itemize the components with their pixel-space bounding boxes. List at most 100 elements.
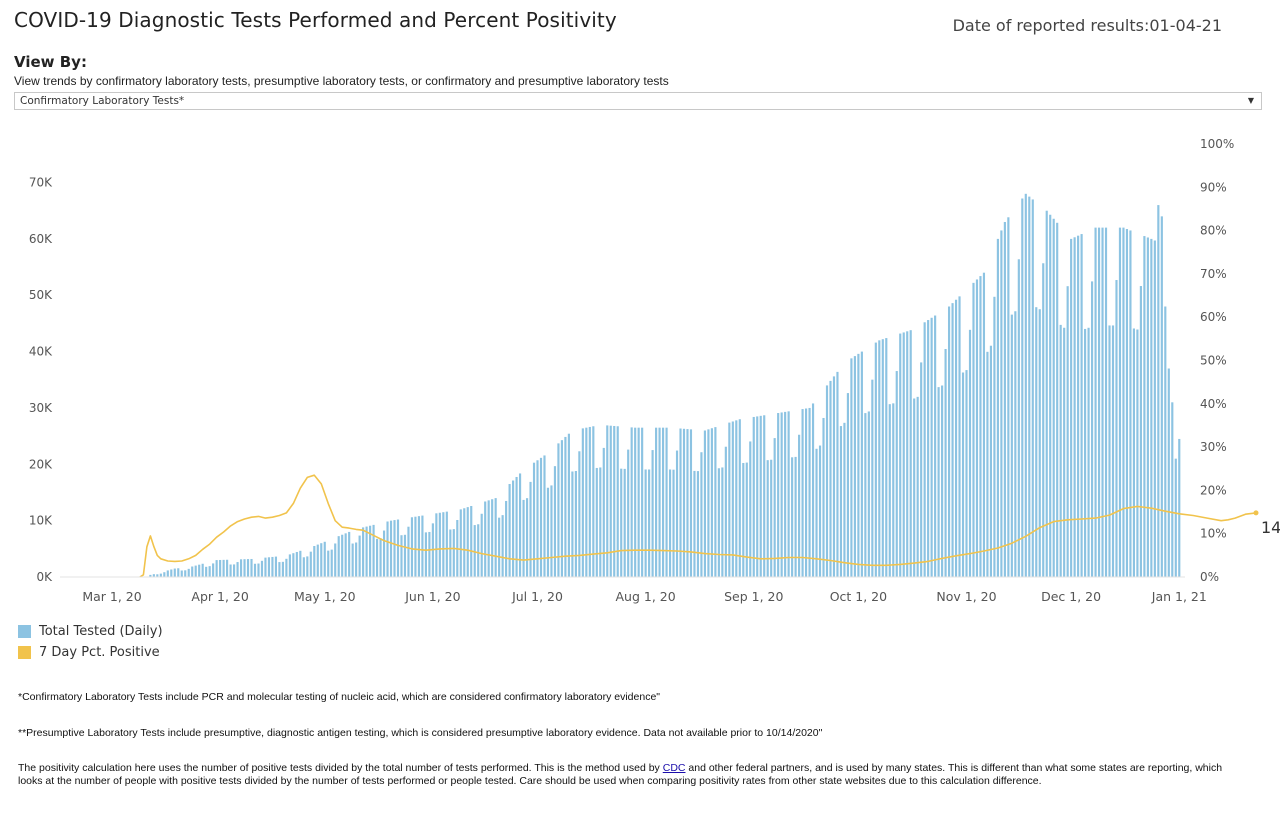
bar-total-tested — [508, 484, 511, 577]
x-tick-label: Jan 1, 21 — [1151, 589, 1207, 604]
bar-total-tested — [888, 404, 891, 577]
bar-total-tested — [930, 317, 933, 577]
bar-total-tested — [560, 440, 563, 577]
bar-total-tested — [613, 425, 616, 577]
bar-total-tested — [637, 427, 640, 577]
bar-total-tested — [341, 534, 344, 577]
bar-total-tested — [1007, 217, 1010, 577]
bar-total-tested — [407, 526, 410, 577]
bar-total-tested — [689, 429, 693, 577]
bar-total-tested — [198, 564, 201, 577]
bar-total-tested — [1059, 324, 1062, 577]
bar-total-tested — [885, 338, 888, 577]
bar-total-tested — [1150, 238, 1153, 577]
bar-total-tested — [532, 462, 536, 577]
bar-total-tested — [410, 517, 414, 577]
bar-total-tested — [798, 434, 801, 577]
bar-total-tested — [668, 469, 672, 577]
bar-total-tested — [1038, 309, 1041, 577]
bar-total-tested — [1157, 205, 1160, 577]
bar-total-tested — [934, 315, 937, 577]
bar-total-tested — [480, 513, 483, 577]
cdc-link[interactable]: CDC — [662, 762, 686, 774]
bar-total-tested — [1143, 236, 1146, 577]
test-type-dropdown[interactable]: Confirmatory Laboratory Tests* ▼ — [14, 92, 1262, 110]
bar-total-tested — [947, 306, 951, 577]
bar-total-tested — [567, 433, 570, 577]
bar-total-tested — [309, 551, 312, 577]
bar-total-tested — [979, 276, 982, 577]
x-tick-label: Sep 1, 20 — [724, 589, 783, 604]
x-tick-label: Nov 1, 20 — [936, 589, 996, 604]
y-left-tick-label: 60K — [29, 232, 53, 246]
bar-total-tested — [581, 428, 584, 577]
bar-total-tested — [710, 428, 713, 577]
bar-total-tested — [1122, 227, 1125, 577]
bar-total-tested — [707, 429, 710, 577]
bar-total-tested — [578, 451, 581, 577]
chart-legend: Total Tested (Daily) 7 Day Pct. Positive — [18, 621, 163, 663]
bar-total-tested — [522, 499, 525, 577]
bar-total-tested — [1146, 237, 1149, 577]
bar-total-tested — [494, 498, 497, 577]
bar-total-tested — [281, 561, 284, 577]
bar-total-tested — [780, 412, 783, 577]
bar-total-tested — [968, 329, 972, 577]
bar-total-tested — [846, 393, 849, 577]
bar-total-tested — [1010, 314, 1013, 577]
bar-total-tested — [1014, 311, 1017, 577]
bar-total-tested — [815, 448, 818, 577]
bar-total-tested — [648, 469, 651, 577]
legend-item-pct-positive[interactable]: 7 Day Pct. Positive — [18, 642, 163, 663]
bar-total-tested — [1070, 238, 1073, 577]
bar-total-tested — [257, 563, 260, 577]
bar-total-tested — [630, 427, 633, 577]
y-left-tick-label: 40K — [29, 345, 53, 359]
bar-total-tested — [686, 429, 689, 577]
y-right-tick-label: 80% — [1200, 224, 1227, 238]
x-tick-label: Dec 1, 20 — [1041, 589, 1101, 604]
x-tick-label: Apr 1, 20 — [191, 589, 248, 604]
bar-total-tested — [602, 447, 605, 577]
bar-total-tested — [749, 441, 752, 577]
bar-total-tested — [288, 554, 291, 577]
bar-total-tested — [717, 468, 720, 577]
bar-total-tested — [1080, 234, 1083, 577]
x-tick-label: Jul 1, 20 — [511, 589, 563, 604]
bar-total-tested — [529, 481, 532, 577]
bar-total-tested — [801, 409, 804, 577]
bar-total-tested — [389, 520, 393, 577]
bar-total-tested — [184, 570, 187, 577]
bar-total-tested — [1024, 193, 1027, 577]
bar-total-tested — [759, 415, 762, 577]
bar-total-tested — [738, 419, 741, 577]
bar-total-tested — [1028, 196, 1031, 577]
bar-total-tested — [362, 527, 365, 577]
bar-total-tested — [1101, 227, 1104, 577]
bar-total-tested — [1021, 198, 1024, 577]
bar-total-tested — [417, 516, 421, 577]
bar-total-tested — [1139, 286, 1142, 577]
bar-total-tested — [592, 426, 595, 577]
bar-total-tested — [477, 524, 480, 577]
bar-total-tested — [864, 413, 867, 577]
bar-total-tested — [1087, 327, 1090, 577]
bar-total-tested — [784, 411, 787, 577]
bar-total-tested — [1167, 368, 1170, 577]
bar-total-tested — [839, 426, 843, 577]
bar-total-tested — [386, 521, 389, 577]
bar-total-tested — [546, 487, 550, 577]
bar-total-tested — [906, 331, 909, 577]
bar-total-tested — [320, 543, 323, 577]
legend-item-total-tested[interactable]: Total Tested (Daily) — [18, 621, 163, 642]
legend-label: Total Tested (Daily) — [39, 624, 163, 639]
y-left-tick-label: 20K — [29, 457, 53, 471]
bar-total-tested — [194, 565, 197, 577]
bar-total-tested — [923, 322, 926, 577]
bar-total-tested — [791, 457, 794, 577]
bar-total-tested — [899, 333, 902, 577]
footnote-presumptive: **Presumptive Laboratory Tests include p… — [18, 727, 823, 739]
bar-total-tested — [892, 403, 895, 577]
bar-total-tested — [191, 566, 194, 577]
bar-total-tested — [822, 417, 825, 577]
